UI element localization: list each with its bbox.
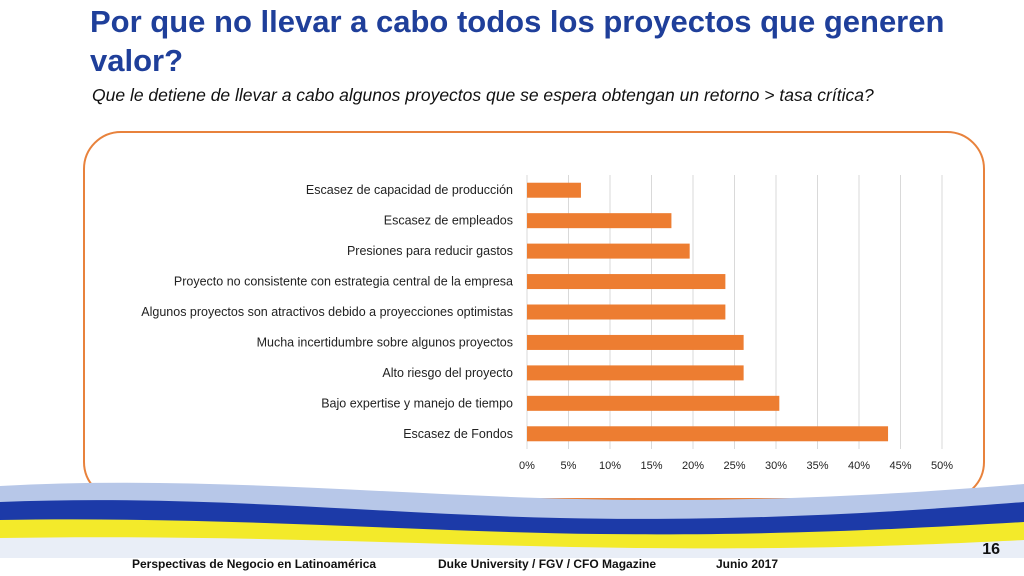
x-tick-label: 25% [723,460,745,472]
footer-center: Duke University / FGV / CFO Magazine [438,557,657,571]
category-label: Escasez de Fondos [403,427,513,441]
bar [527,426,889,442]
x-tick-label: 15% [640,460,662,472]
x-tick-label: 50% [931,460,953,472]
wave-pale [0,537,1024,558]
x-tick-label: 35% [806,460,828,472]
bar [527,395,780,411]
x-tick-label: 30% [765,460,787,472]
bar [527,274,726,290]
category-label: Escasez de capacidad de producción [306,183,513,197]
x-tick-label: 20% [682,460,704,472]
bar [527,334,744,350]
bar [527,365,744,381]
category-label: Algunos proyectos son atractivos debido … [141,305,513,319]
slide-title: Por que no llevar a cabo todos los proye… [90,4,945,78]
x-tick-label: 0% [519,460,535,472]
bar [527,213,672,229]
footer-date: Junio 2017 [716,557,779,571]
bar [527,182,581,198]
slide-subtitle: Que le detiene de llevar a cabo algunos … [92,85,874,105]
x-tick-label: 5% [561,460,577,472]
bar [527,243,690,259]
category-label: Escasez de empleados [384,214,513,228]
x-tick-label: 10% [599,460,621,472]
x-tick-label: 40% [848,460,870,472]
x-tick-label: 45% [889,460,911,472]
footer: Perspectivas de Negocio en Latinoamérica… [0,556,1024,576]
category-label: Bajo expertise y manejo de tiempo [321,396,513,410]
category-label: Alto riesgo del proyecto [382,366,513,380]
category-label: Presiones para reducir gastos [347,244,513,258]
page-number: 16 [982,541,1000,558]
bar [527,304,726,320]
footer-left: Perspectivas de Negocio en Latinoamérica [132,557,377,571]
category-label: Proyecto no consistente con estrategia c… [174,275,513,289]
decorative-waves [0,482,1024,558]
category-label: Mucha incertidumbre sobre algunos proyec… [257,335,513,349]
